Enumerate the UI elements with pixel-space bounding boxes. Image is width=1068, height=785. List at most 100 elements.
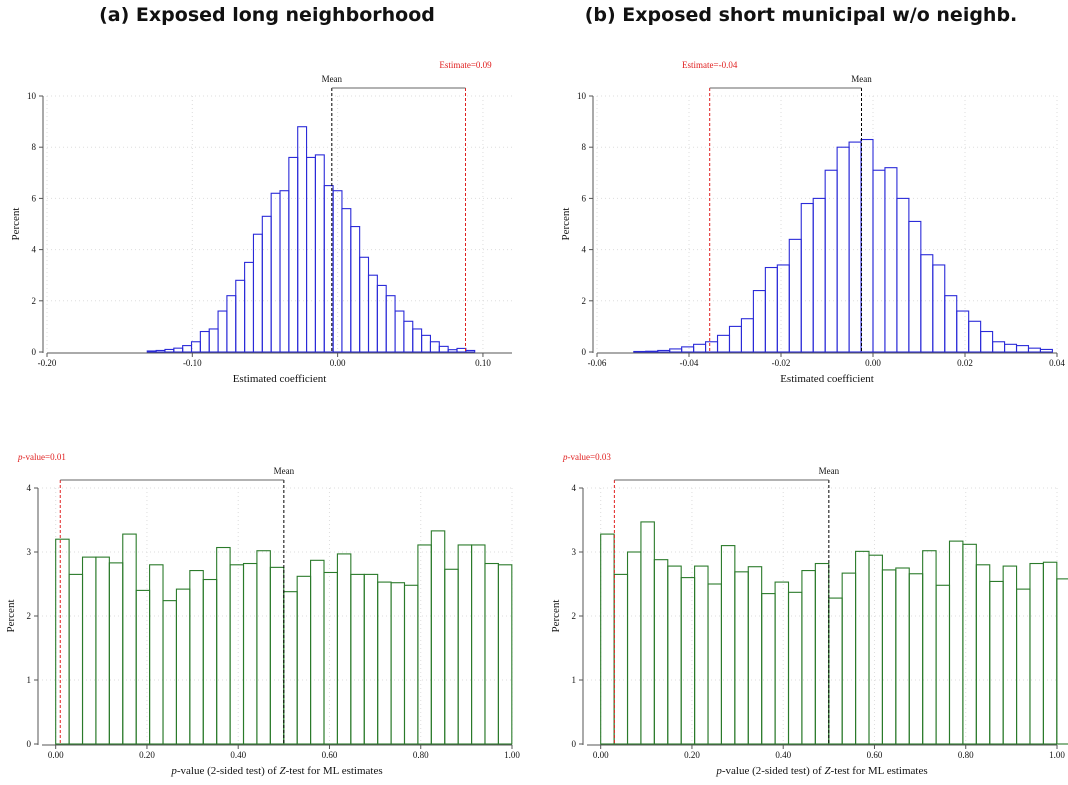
histogram-bar <box>740 318 754 353</box>
histogram-bar <box>199 330 210 353</box>
histogram-bar <box>216 546 231 745</box>
histogram-bar <box>788 238 802 353</box>
estimate-label: p-value=0.03 <box>562 452 611 462</box>
histogram-bar <box>764 266 778 353</box>
x-tick-label: 0.00 <box>865 358 881 368</box>
y-tick-label: 0 <box>32 347 37 357</box>
histogram-bar <box>747 566 763 745</box>
histogram-bar <box>1015 345 1030 353</box>
mean-label: Mean <box>322 74 343 84</box>
histogram-bar <box>872 169 886 353</box>
histogram-bar <box>908 573 924 745</box>
x-tick-label: -0.20 <box>38 358 57 368</box>
y-axis-label: Percent <box>550 600 562 633</box>
estimate-label: p-value=0.01 <box>17 452 66 462</box>
y-tick-label: 4 <box>32 245 37 255</box>
histogram-bar <box>935 584 951 745</box>
y-tick-label: 4 <box>27 483 32 493</box>
histogram-bar <box>980 330 994 353</box>
histogram-bar <box>992 341 1006 353</box>
histogram-bar <box>956 310 970 353</box>
histogram-bar <box>720 545 736 745</box>
histogram-bar <box>680 577 696 745</box>
histogram-bar <box>868 554 883 745</box>
estimate-label: Estimate=0.09 <box>439 60 492 70</box>
histogram-bar <box>149 564 164 745</box>
histogram-bar <box>208 328 219 353</box>
histogram-bar <box>359 256 370 353</box>
histogram-bar <box>377 581 392 745</box>
histogram-bar <box>173 347 184 353</box>
histogram-bar <box>95 556 110 745</box>
y-axis-label: Percent <box>560 208 572 241</box>
mean-label: Mean <box>274 466 295 476</box>
histogram-bar <box>828 597 843 745</box>
histogram-bar <box>447 349 458 353</box>
histogram-bar <box>1004 343 1018 353</box>
histogram-bar <box>653 559 669 745</box>
histogram-bar <box>860 138 874 353</box>
x-tick-label: 0.80 <box>413 750 429 760</box>
x-tick-label: 0.60 <box>322 750 338 760</box>
mean-label: Mean <box>819 466 840 476</box>
panel-b-title: (b) Exposed short municipal w/o neighb. <box>584 4 1018 26</box>
histogram-bar <box>694 565 709 745</box>
histogram-bar <box>681 346 695 353</box>
histogram-bar <box>146 350 157 353</box>
histogram-bar <box>385 295 396 353</box>
x-tick-label: 0.40 <box>775 750 791 760</box>
histogram-bar <box>332 190 343 353</box>
histogram-bar <box>457 544 473 745</box>
histogram-bar <box>430 530 446 745</box>
histogram-bar <box>283 591 298 745</box>
x-tick-label: 0.04 <box>1049 358 1065 368</box>
histogram-bar <box>403 320 414 353</box>
y-axis-label: Percent <box>10 208 22 241</box>
histogram-bar <box>962 543 977 745</box>
x-tick-label: 0.60 <box>867 750 883 760</box>
x-tick-label: 0.20 <box>139 750 155 760</box>
histogram-bar <box>350 573 365 745</box>
histogram-bar <box>350 226 361 353</box>
estimate-label: Estimate=-0.04 <box>682 60 738 70</box>
histogram-bar <box>613 573 629 745</box>
histogram-bar <box>217 310 228 353</box>
y-tick-label: 0 <box>27 739 32 749</box>
histogram-bar <box>728 325 742 353</box>
histogram-bar <box>1002 565 1018 745</box>
histogram-bar <box>108 562 124 745</box>
histogram-bar <box>55 538 70 745</box>
histogram-bar <box>881 569 897 745</box>
y-tick-label: 4 <box>572 483 577 493</box>
histogram-bar <box>229 564 245 745</box>
histogram-bar <box>336 553 352 745</box>
histogram-bar <box>705 341 719 353</box>
histogram-bar <box>256 550 271 745</box>
histogram-bar <box>752 290 766 353</box>
x-tick-label: 0.02 <box>957 358 973 368</box>
histogram-bar <box>471 544 486 745</box>
histogram-bar <box>787 591 803 745</box>
x-tick-label: 0.00 <box>330 358 346 368</box>
histogram-bar <box>417 544 432 745</box>
x-tick-label: 0.10 <box>475 358 491 368</box>
x-axis-label: p-value (2-sided test) of Z-test for ML … <box>170 765 382 777</box>
histogram-bar <box>1039 348 1053 353</box>
histogram-bar <box>657 349 671 353</box>
y-tick-label: 6 <box>32 193 37 203</box>
histogram-bar <box>884 167 898 353</box>
histogram-bar <box>252 233 263 353</box>
x-axis-label: p-value (2-sided test) of Z-test for ML … <box>715 765 927 777</box>
histogram-bar <box>693 343 707 353</box>
y-tick-label: 3 <box>27 547 32 557</box>
histogram-bar <box>235 279 246 353</box>
x-tick-label: 0.40 <box>230 750 246 760</box>
histogram-bar <box>896 197 910 353</box>
histogram-bar <box>226 295 237 353</box>
histogram-bar <box>296 575 312 745</box>
histogram-bar <box>297 126 308 353</box>
histogram-bar <box>310 559 325 745</box>
histogram-bar <box>363 573 379 745</box>
y-tick-label: 8 <box>582 142 587 152</box>
